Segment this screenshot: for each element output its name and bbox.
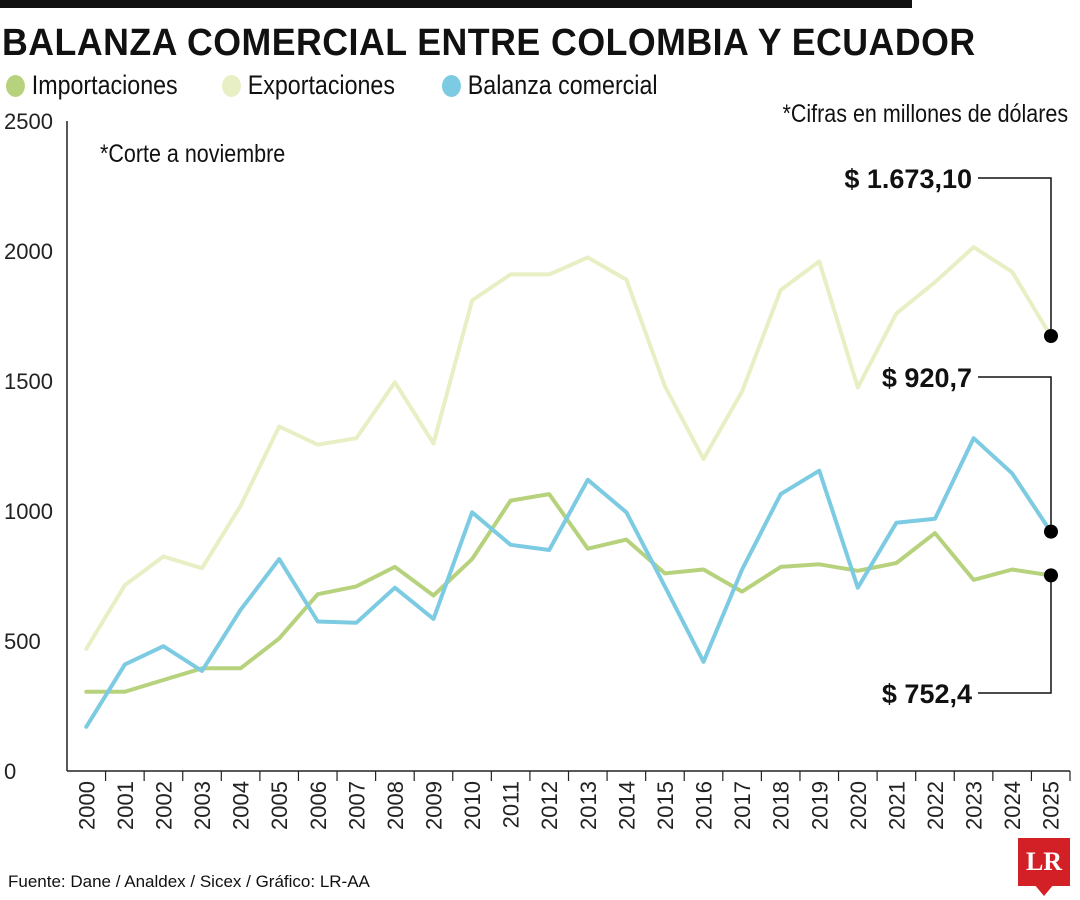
x-tick-label: 2009 xyxy=(421,781,446,830)
cutoff-note: *Corte a noviembre xyxy=(100,140,286,168)
callout-label: $ 920,7 xyxy=(882,363,972,393)
legend-item-exportaciones: Exportaciones xyxy=(222,70,395,101)
top-rule xyxy=(0,0,912,8)
x-tick-label: 2012 xyxy=(537,781,562,830)
series-line-balanza-comercial xyxy=(84,436,1053,729)
x-tick-label: 2022 xyxy=(923,781,948,830)
x-tick-label: 2004 xyxy=(229,781,254,830)
x-tick-label: 2000 xyxy=(74,781,99,830)
lr-logo-tail xyxy=(1034,884,1054,896)
x-tick-label: 2018 xyxy=(769,781,794,830)
callout-label: $ 1.673,10 xyxy=(844,164,972,194)
x-tick-label: 2017 xyxy=(730,781,755,830)
callout-label: $ 752,4 xyxy=(882,679,972,709)
x-tick-label: 2010 xyxy=(460,781,485,830)
legend-item-importaciones: Importaciones xyxy=(6,70,178,101)
chart-title: BALANZA COMERCIAL ENTRE COLOMBIA Y ECUAD… xyxy=(2,22,976,64)
callout-dot xyxy=(1044,524,1058,539)
source-note: Fuente: Dane / Analdex / Sicex / Gráfico… xyxy=(8,872,370,891)
x-tick-label: 2015 xyxy=(653,781,678,830)
callout-dot xyxy=(1044,328,1058,343)
x-tick-label: 2008 xyxy=(383,781,408,830)
callout-leader-line xyxy=(978,376,1052,532)
x-tick-label: 2011 xyxy=(499,781,524,828)
units-note: *Cifras en millones de dólares xyxy=(782,100,1068,128)
legend-label-exportaciones: Exportaciones xyxy=(247,70,395,100)
x-tick-label: 2019 xyxy=(807,781,832,830)
y-tick-label: 0 xyxy=(4,759,16,784)
legend-label-balanza: Balanza comercial xyxy=(467,70,658,100)
legend-item-balanza: Balanza comercial xyxy=(442,70,658,101)
series-line-exportaciones xyxy=(84,245,1053,651)
x-tick-label: 2003 xyxy=(190,781,215,830)
lr-logo: LR xyxy=(1018,838,1070,886)
series-line-importaciones xyxy=(84,492,1053,694)
x-tick-label: 2006 xyxy=(306,781,331,830)
y-tick-label: 2500 xyxy=(4,109,53,134)
x-tick-label: 2024 xyxy=(1000,781,1025,830)
x-tick-label: 2014 xyxy=(614,781,639,830)
x-tick-label: 2001 xyxy=(113,781,138,830)
callout-leader-line xyxy=(978,177,1052,336)
x-tick-label: 2023 xyxy=(962,781,987,830)
legend-dot-exportaciones xyxy=(222,74,241,97)
x-tick-label: 2016 xyxy=(692,781,717,830)
x-tick-label: 2005 xyxy=(267,781,292,830)
y-tick-label: 500 xyxy=(4,629,41,654)
x-tick-label: 2020 xyxy=(846,781,871,830)
x-tick-label: 2013 xyxy=(576,781,601,830)
callout-dot xyxy=(1044,568,1058,583)
legend-dot-importaciones xyxy=(6,74,25,97)
y-tick-label: 1000 xyxy=(4,499,53,524)
legend: Importaciones Exportaciones Balanza come… xyxy=(0,70,700,110)
legend-label-importaciones: Importaciones xyxy=(31,70,178,100)
callout-leader-line xyxy=(978,575,1052,694)
x-tick-label: 2025 xyxy=(1039,781,1064,830)
x-tick-label: 2007 xyxy=(344,781,369,830)
y-tick-label: 1500 xyxy=(4,369,53,394)
x-tick-label: 2021 xyxy=(884,781,909,830)
y-tick-label: 2000 xyxy=(4,239,53,264)
x-tick-label: 2002 xyxy=(151,781,176,830)
legend-dot-balanza xyxy=(442,74,461,97)
